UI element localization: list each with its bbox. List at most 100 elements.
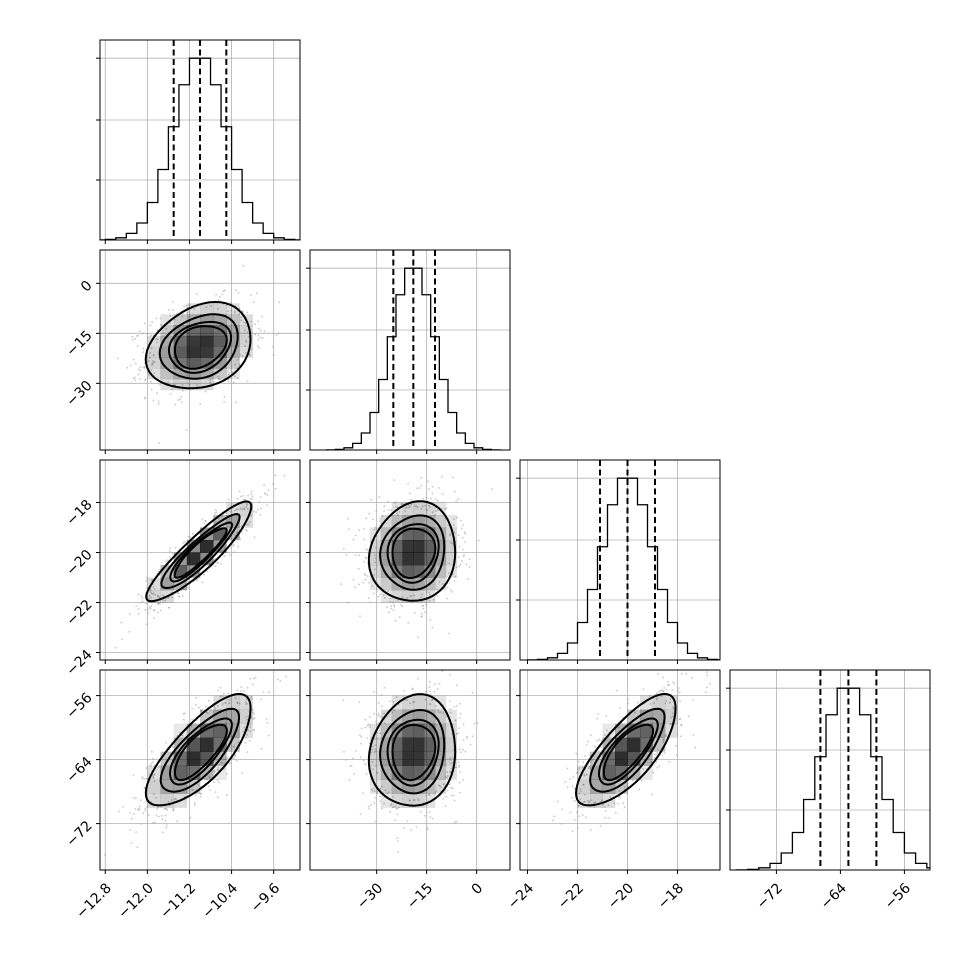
sample-point: [366, 724, 369, 727]
sample-point: [417, 798, 419, 800]
sample-point: [247, 523, 250, 526]
sample-point: [581, 766, 584, 769]
sample-point: [227, 692, 230, 695]
sample-point: [150, 596, 152, 599]
sample-point: [358, 554, 361, 557]
sample-point: [438, 682, 441, 685]
density-cell: [445, 723, 457, 738]
sample-point: [383, 802, 385, 805]
density-cell: [200, 335, 214, 347]
density-cell: [173, 314, 188, 326]
sample-point: [345, 554, 348, 556]
sample-point: [642, 767, 644, 770]
sample-point: [219, 562, 222, 565]
sample-point: [130, 817, 133, 820]
sample-point: [242, 730, 245, 733]
sample-point: [458, 727, 461, 730]
sample-point: [428, 680, 431, 683]
sample-point: [379, 795, 381, 798]
sample-point: [224, 702, 227, 704]
y-tick-label-1: 0: [78, 278, 96, 296]
sample-point: [147, 608, 150, 611]
sample-point: [365, 517, 368, 520]
sample-point: [272, 482, 274, 485]
sample-point: [411, 688, 413, 691]
sample-point: [346, 601, 349, 604]
sample-point: [392, 601, 395, 604]
sample-point: [457, 498, 460, 501]
sample-point: [238, 536, 240, 539]
sample-point: [359, 756, 362, 759]
panel-frame: [99, 249, 301, 451]
sample-point: [397, 840, 400, 842]
sample-point: [195, 703, 197, 706]
sample-point: [257, 338, 260, 341]
density-cell: [173, 723, 188, 738]
sample-point: [422, 497, 424, 500]
sample-point: [359, 813, 362, 816]
sample-point: [360, 742, 362, 745]
sample-point: [656, 698, 658, 701]
sample-point: [437, 709, 439, 712]
sample-point: [381, 705, 383, 707]
sample-point: [460, 519, 462, 522]
density-cell: [213, 723, 227, 738]
sample-point: [677, 687, 680, 689]
sample-point: [454, 575, 457, 578]
sample-point: [421, 505, 424, 508]
sample-point: [449, 589, 452, 591]
density-cell: [173, 346, 188, 358]
sample-point: [428, 593, 431, 596]
contour-3: [173, 325, 228, 370]
sample-point: [353, 772, 356, 775]
density-cell: [186, 314, 201, 326]
sample-point: [429, 816, 432, 818]
density-cell: [435, 765, 447, 780]
sample-point: [348, 528, 351, 530]
sample-point: [459, 771, 461, 773]
density-cell: [370, 540, 382, 553]
sample-point: [260, 747, 263, 750]
density-cell: [380, 779, 392, 794]
sample-point: [436, 688, 439, 691]
sample-point: [371, 585, 374, 587]
sample-point: [655, 760, 658, 763]
sample-point: [278, 301, 280, 304]
sample-point: [250, 493, 252, 495]
sample-point: [205, 705, 208, 708]
sample-point: [648, 694, 651, 697]
sample-point: [420, 596, 422, 599]
scatter-layer: [552, 671, 711, 833]
sample-point: [588, 765, 590, 768]
sample-point: [217, 705, 219, 707]
sample-point: [458, 748, 461, 751]
sample-point: [594, 801, 597, 803]
sample-point: [148, 597, 151, 600]
x-tick-label-2: −18: [655, 880, 687, 912]
sample-point: [196, 384, 198, 386]
sample-point: [227, 499, 230, 501]
density-cell: [435, 779, 447, 794]
sample-point: [259, 496, 262, 498]
sample-point: [250, 697, 253, 700]
sample-point: [602, 804, 604, 806]
sample-point: [146, 806, 148, 808]
sample-point: [452, 756, 454, 759]
sample-point: [251, 495, 254, 498]
sample-point: [415, 826, 418, 828]
y-tick-label-2: −24: [63, 647, 95, 679]
sample-point: [180, 401, 183, 403]
sample-point: [167, 606, 170, 609]
density-cell: [160, 335, 174, 347]
x-tick-label-1: 0: [469, 880, 487, 898]
sample-point: [706, 674, 709, 676]
sample-point: [132, 358, 135, 361]
sample-point: [178, 596, 181, 598]
sample-point: [232, 381, 235, 384]
sample-point: [413, 700, 416, 703]
sample-point: [185, 429, 188, 432]
sample-point: [359, 734, 361, 736]
sample-point: [604, 816, 607, 819]
sample-point: [373, 712, 375, 715]
contour-1: [158, 313, 239, 380]
